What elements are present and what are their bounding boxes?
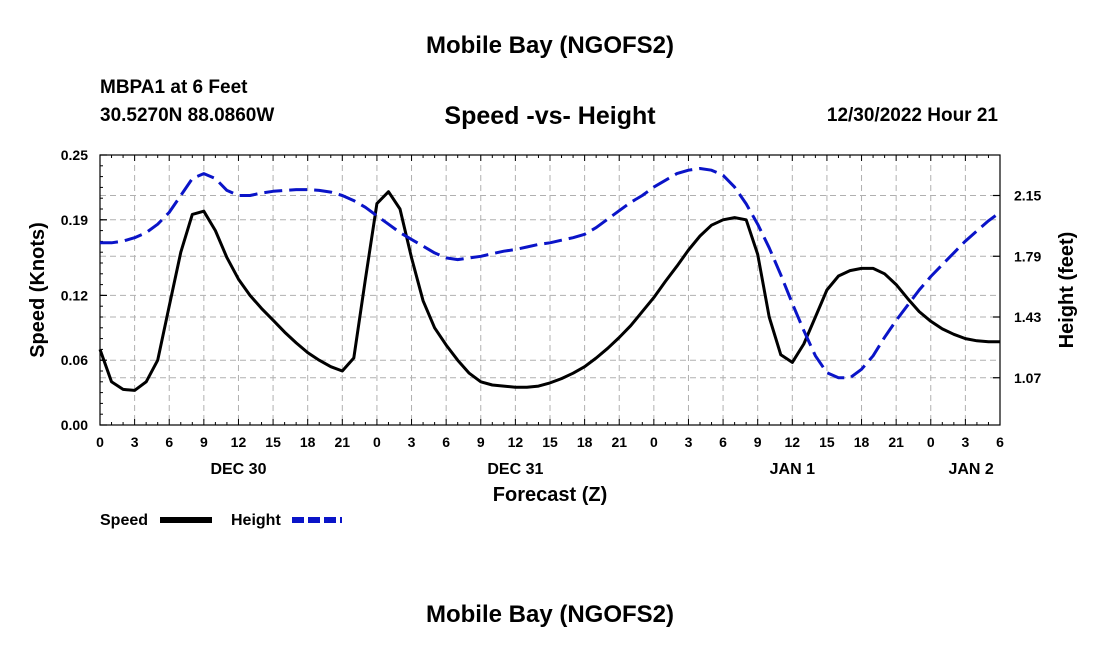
x-tick-label: 0 <box>927 434 935 450</box>
x-tick-label: 18 <box>854 434 870 450</box>
date-label: JAN 2 <box>948 461 993 478</box>
station-coordinates: 30.5270N 88.0860W <box>100 105 275 126</box>
x-tick-label: 0 <box>96 434 104 450</box>
x-axis-title: Forecast (Z) <box>493 484 607 506</box>
x-tick-label: 12 <box>231 434 247 450</box>
chart-labels: 0 3 6 9 12 15 18 21 0 3 6 9 12 15 18 21 0 3 6 9 12 15 18 21 0 3 6 D… <box>27 147 1078 506</box>
x-tick-label: 21 <box>888 434 904 450</box>
x-tick-label: 3 <box>961 434 969 450</box>
x-tick-label: 12 <box>508 434 524 450</box>
y-tick-label: 0.00 <box>61 417 88 433</box>
x-tick-label: 0 <box>650 434 658 450</box>
y-axis-title: Speed (Knots) <box>27 222 49 358</box>
x-tick-label: 6 <box>442 434 450 450</box>
x-tick-label: 15 <box>265 434 281 450</box>
x-tick-label: 9 <box>754 434 762 450</box>
y-tick-label: 0.06 <box>61 352 88 368</box>
x-tick-label: 21 <box>611 434 627 450</box>
x-tick-label: 12 <box>785 434 801 450</box>
grid-lines <box>100 155 1000 425</box>
height-series-line <box>100 167 1001 380</box>
y-tick-label: 0.25 <box>61 147 88 163</box>
x-tick-label: 18 <box>577 434 593 450</box>
legend-label-speed: Speed <box>100 512 148 529</box>
date-label: DEC 31 <box>487 461 543 478</box>
chart-series <box>98 167 1001 392</box>
chart-datetime: 12/30/2022 Hour 21 <box>826 105 998 126</box>
page-title: Mobile Bay (NGOFS2) <box>425 32 675 59</box>
y2-axis-title: Height (feet) <box>1056 232 1078 349</box>
y2-tick-label: 1.07 <box>1014 370 1041 386</box>
y-tick-label: 0.19 <box>61 212 88 228</box>
y-tick-label: 0.12 <box>61 287 88 303</box>
x-tick-label: 15 <box>542 434 558 450</box>
y2-tick-label: 1.79 <box>1014 248 1041 264</box>
footer-title: Mobile Bay (NGOFS2) <box>425 601 675 628</box>
x-tick-label: 6 <box>165 434 173 450</box>
x-tick-label: 6 <box>719 434 727 450</box>
x-tick-label: 9 <box>477 434 485 450</box>
x-tick-label: 3 <box>685 434 693 450</box>
x-tick-label: 3 <box>408 434 416 450</box>
x-tick-label: 6 <box>996 434 1004 450</box>
y2-tick-label: 1.43 <box>1014 309 1041 325</box>
date-label: JAN 1 <box>770 461 815 478</box>
x-tick-label: 15 <box>819 434 835 450</box>
station-name: MBPA1 at 6 Feet <box>100 77 248 98</box>
x-tick-label: 18 <box>300 434 316 450</box>
speed-series-line <box>98 190 1000 392</box>
x-tick-label: 9 <box>200 434 208 450</box>
x-tick-label: 21 <box>335 434 351 450</box>
x-tick-label: 0 <box>373 434 381 450</box>
x-tick-label: 3 <box>131 434 139 450</box>
date-label: DEC 30 <box>210 461 266 478</box>
chart-title: Speed -vs- Height <box>444 102 656 130</box>
y2-tick-label: 2.15 <box>1014 188 1041 204</box>
legend-label-height: Height <box>231 512 281 529</box>
chart-axes <box>99 154 1001 426</box>
chart-legend: Speed Height <box>100 512 342 529</box>
